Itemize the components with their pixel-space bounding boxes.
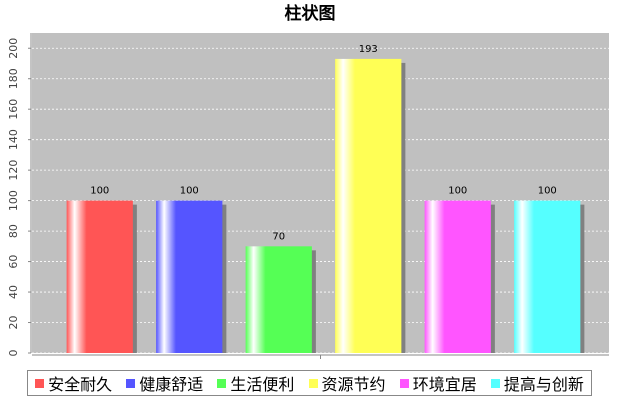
value-label: 100 [180,186,199,197]
legend-label: 安全耐久 [48,375,113,394]
bar [66,200,133,353]
value-label: 70 [272,231,285,242]
y-tick-label: 80 [7,224,20,238]
value-label: 100 [448,186,467,197]
legend-label: 生活便利 [230,375,295,394]
y-tick-label: 60 [7,255,20,269]
legend-label: 健康舒适 [139,375,204,394]
y-tick-label: 20 [7,316,20,330]
bar [424,200,491,353]
legend-swatch [217,378,227,388]
legend-label: 提高与创新 [503,375,584,394]
y-tick-label: 140 [7,129,20,150]
value-label: 100 [90,186,109,197]
legend-item: 安全耐久 [35,371,112,395]
y-tick-label: 120 [7,160,20,181]
bar [514,200,581,353]
legend-item: 环境宜居 [399,371,477,395]
legend-swatch [490,378,500,388]
legend-label: 资源节约 [321,375,386,394]
y-tick-label: 0 [7,350,20,357]
value-label: 193 [359,44,378,55]
y-tick-label: 160 [7,99,20,120]
y-tick-label: 200 [7,38,20,59]
y-tick-label: 40 [7,285,20,299]
chart: 柱状图 0 20 40 60 80 100 120 140 160 180 200 100 100 70 1… [7,3,609,359]
legend-swatch [399,378,409,388]
legend-item: 提高与创新 [490,371,584,395]
y-tick-label: 180 [7,68,20,89]
bar [245,246,312,353]
bar [335,58,402,354]
chart-title: 柱状图 [285,3,336,24]
legend: 安全耐久 健康舒适 生活便利 资源节约 环境宜居 提高与创新 [27,370,592,396]
value-label: 100 [538,186,557,197]
legend-item: 生活便利 [217,371,294,395]
legend-item: 健康舒适 [126,371,203,395]
bar [156,200,223,353]
y-tick-label: 100 [7,190,20,211]
legend-label: 环境宜居 [412,375,477,394]
legend-item: 资源节约 [308,371,386,395]
legend-swatch [126,378,136,388]
legend-swatch [308,378,318,388]
legend-swatch [35,378,45,388]
